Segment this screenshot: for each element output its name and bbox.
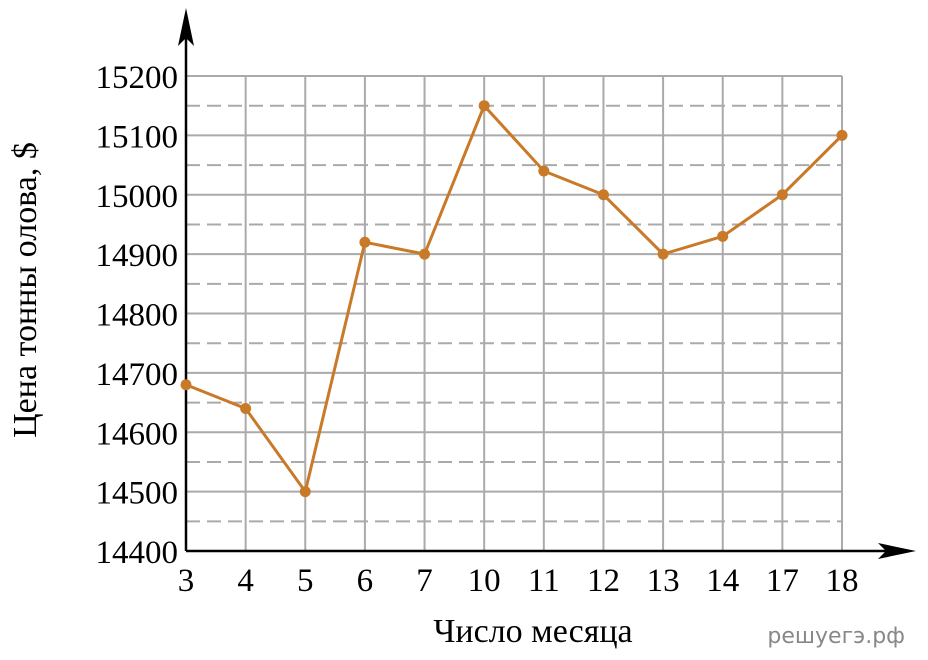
x-tick-label: 5 — [297, 563, 314, 599]
x-tick-label: 7 — [416, 563, 433, 599]
x-axis-label: Число месяца — [433, 613, 632, 650]
line — [185, 102, 844, 496]
y-tick-label: 15000 — [96, 179, 179, 215]
point — [299, 486, 311, 498]
point — [597, 189, 609, 201]
x-tick-label: 14 — [706, 563, 739, 599]
y-tick-label: 14700 — [96, 357, 179, 393]
x-tick-label: 10 — [468, 563, 501, 599]
point — [538, 165, 550, 177]
point — [359, 236, 371, 248]
x-tick-label: 4 — [237, 563, 254, 599]
x-tick-label: 11 — [528, 563, 560, 599]
point — [478, 100, 490, 112]
x-tick-label: 13 — [647, 563, 680, 599]
y-tick-label: 14900 — [96, 238, 179, 274]
y-axis-label: Цена тонны олова, $ — [7, 142, 44, 438]
point — [180, 379, 192, 391]
point — [776, 189, 788, 201]
point — [836, 129, 848, 141]
point — [657, 248, 669, 260]
point — [240, 403, 252, 414]
x-tick-label: 6 — [357, 563, 374, 599]
y-tick-label: 15200 — [96, 60, 179, 96]
y-tick-label: 14500 — [96, 476, 179, 512]
y-tick-label: 14600 — [96, 416, 179, 452]
x-tick-label: 3 — [178, 563, 195, 599]
y-tick-label: 14400 — [96, 535, 179, 571]
y-tick-label: 14800 — [96, 298, 179, 334]
x-tick-label: 12 — [587, 563, 620, 599]
point — [419, 248, 431, 260]
y-tick-label: 15100 — [96, 119, 179, 155]
x-axis-arrow — [878, 543, 916, 559]
watermark: решуегэ.рф — [767, 624, 905, 649]
point — [717, 230, 729, 242]
x-tick-label: 18 — [826, 563, 859, 599]
y-axis-arrow — [178, 8, 194, 46]
x-tick-label: 17 — [766, 563, 799, 599]
